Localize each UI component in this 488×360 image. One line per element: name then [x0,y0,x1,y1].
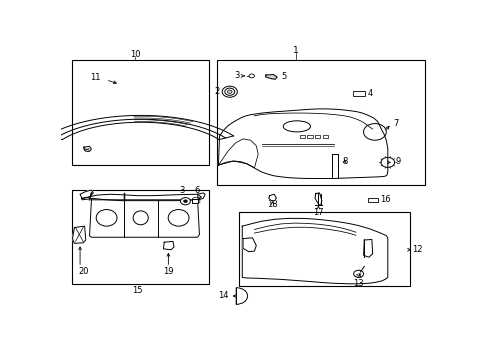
Text: 17: 17 [313,208,324,217]
Text: 16: 16 [380,195,390,204]
Polygon shape [192,199,198,203]
Text: 20: 20 [79,267,89,276]
Circle shape [248,74,254,78]
Bar [299,135,305,138]
Bar [367,198,377,202]
Text: 15: 15 [131,286,142,295]
Bar [239,212,409,286]
Text: 2: 2 [214,87,219,96]
Bar [352,91,365,96]
Circle shape [227,90,232,93]
Circle shape [222,86,237,97]
Bar [307,135,312,138]
Polygon shape [242,219,387,284]
Text: 8: 8 [341,157,346,166]
Text: 13: 13 [353,279,363,288]
Text: 5: 5 [281,72,286,81]
Text: 19: 19 [163,267,173,276]
Bar [322,135,327,138]
Circle shape [224,88,234,95]
Polygon shape [218,109,387,179]
Polygon shape [243,238,256,252]
Polygon shape [82,194,201,201]
Text: 1: 1 [293,46,298,55]
Bar [72,190,208,284]
Circle shape [183,200,187,203]
Bar [314,135,320,138]
Bar [72,60,208,165]
Polygon shape [197,193,205,200]
Polygon shape [163,242,174,250]
Circle shape [180,198,190,205]
Polygon shape [72,226,85,243]
Text: 12: 12 [411,245,421,254]
Polygon shape [363,239,372,257]
Text: 7: 7 [392,118,398,127]
Text: 3: 3 [234,71,240,80]
Wedge shape [236,288,247,304]
Polygon shape [268,194,276,201]
Polygon shape [314,193,321,205]
Polygon shape [84,146,91,151]
Polygon shape [80,190,93,198]
Bar [216,60,424,185]
Text: 4: 4 [367,89,372,98]
Polygon shape [265,75,277,79]
Text: 10: 10 [129,50,140,59]
Polygon shape [89,200,199,237]
Text: 3: 3 [179,186,184,195]
Text: 18: 18 [267,200,277,209]
Text: 9: 9 [395,157,400,166]
Text: 11: 11 [90,73,101,82]
Text: 14: 14 [217,291,228,300]
Text: 6: 6 [194,186,199,195]
